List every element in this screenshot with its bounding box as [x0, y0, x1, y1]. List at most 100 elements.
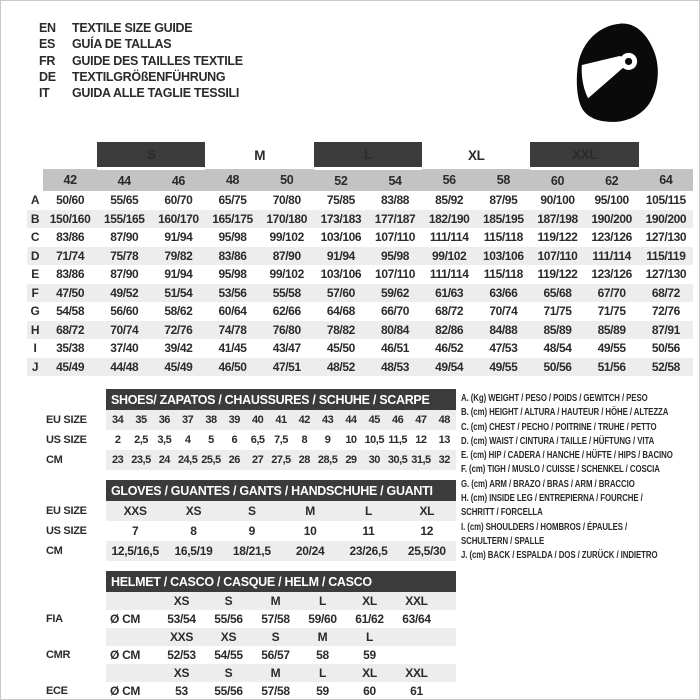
measure-value: 103/106 — [320, 230, 362, 245]
measure-row-f: F 47/50 49/52 51/54 53/56 55/58 57/60 59/62 61/6… — [27, 283, 693, 302]
cell: 38 — [205, 414, 217, 426]
measure-value: 44/48 — [97, 357, 152, 376]
measure-value: 84/88 — [476, 320, 531, 339]
measure-value: 190/200 — [584, 209, 639, 228]
size-col-50: 50 — [259, 168, 314, 191]
main-size-table: S M L XL XXL 42 44 46 48 50 52 54 56 58 60 62 64 A 50/60 55… — [27, 142, 693, 376]
measure-value: 115/118 — [483, 230, 524, 245]
measure-row-h: H 68/72 70/74 72/76 74/78 76/80 78/82 80/84 82/8… — [27, 320, 693, 339]
cell: 9 — [248, 524, 256, 538]
size-col-46: 46 — [151, 168, 206, 191]
cell: 59 — [316, 684, 329, 698]
measure-value: 51/56 — [584, 357, 639, 376]
shoes-table-header: SHOES/ ZAPATOS / CHAUSSURES / SCHUHE / S… — [106, 389, 456, 410]
measure-value: 85/89 — [530, 320, 585, 339]
cell: 30 — [368, 454, 381, 466]
cell: 39 — [228, 414, 241, 426]
cell: 40 — [252, 414, 264, 426]
table-row: EU SIZE 34 35 36 37 38 39 40 41 42 43 44 45 46 47 48 — [30, 410, 456, 430]
cell: 36 — [158, 414, 171, 426]
measure-value: 47/51 — [259, 357, 314, 376]
measure-value: 95/98 — [367, 246, 423, 265]
racing-helmet-icon — [576, 23, 658, 122]
cell: XL — [419, 504, 435, 518]
measure-value: 127/130 — [645, 230, 687, 245]
legend-line: F. (cm) TIGH / MUSLO / CUISSE / SCHENKEL… — [461, 464, 660, 476]
cell: 34 — [112, 414, 124, 426]
cell: 24 — [158, 454, 171, 466]
cell: 4 — [184, 434, 191, 446]
size-row-spacer — [27, 168, 43, 191]
cell: 24,5 — [177, 454, 198, 466]
cell: 60 — [363, 684, 376, 698]
row-cells: 23 23,5 24 24,5 25,5 26 27 27,5 28 28,5 29 30 30,5 31… — [106, 450, 456, 470]
cell: 43 — [321, 414, 334, 426]
measure-value: 60/64 — [218, 304, 247, 319]
row-label: US SIZE — [46, 525, 87, 537]
language-code: DE — [39, 70, 56, 85]
cell: 63/64 — [402, 612, 431, 626]
legend-item: H. (cm) INSIDE LEG / ENTREPIERNA / FOURC… — [461, 492, 699, 521]
measure-row-d: D 71/74 75/78 79/82 83/86 87/90 91/94 95/98 99/1… — [27, 246, 693, 265]
legend-item: F. (cm) TIGH / MUSLO / CUISSE / SCHENKEL… — [461, 463, 699, 477]
measure-value: 70/74 — [97, 320, 152, 339]
legend-line: H. (cm) INSIDE LEG / ENTREPIERNA / FOURC… — [461, 493, 643, 505]
measure-value: 123/126 — [591, 230, 632, 245]
size-group-l: L — [313, 142, 423, 170]
table-row: EU SIZE XXS XS S M L XL — [30, 501, 456, 521]
measure-value: 82/86 — [422, 320, 477, 339]
legend-line: E. (cm) HIP / CADERA / HANCHE / HÜFTE / … — [461, 450, 673, 462]
measure-value: 75/78 — [97, 246, 152, 265]
measure-value: 83/86 — [56, 230, 85, 245]
row-cells: 34 35 36 37 38 39 40 41 42 43 44 45 46 47 48 — [106, 410, 456, 430]
row-label: F — [27, 283, 43, 302]
legend-item: B. (cm) HEIGHT / ALTURA / HAUTEUR / HÖHE… — [461, 406, 699, 420]
measure-value: 177/187 — [367, 209, 423, 228]
measure-value: 105/115 — [645, 193, 686, 208]
row-label: C — [30, 230, 40, 245]
measure-value: 155/165 — [97, 209, 152, 228]
row-label: EU SIZE — [46, 505, 87, 517]
legend-line: A. (Kg) WEIGHT / PESO / POIDS / GEWITCH … — [461, 393, 648, 404]
cell: 9 — [324, 434, 331, 446]
row-label: A — [30, 193, 40, 208]
cell: 26 — [228, 454, 241, 466]
size-group-xl: XL — [468, 147, 485, 163]
table-row: CM 12,5/16,5 16,5/19 18/21,5 20/24 23/26,5 25,… — [30, 541, 456, 561]
measure-value: 52/58 — [638, 357, 693, 376]
measure-value: 60/70 — [164, 193, 193, 208]
measure-value: 115/118 — [483, 267, 524, 282]
legend-item: I. (cm) SHOULDERS / HOMBROS / ÉPAULES / S… — [461, 521, 699, 550]
legend-item: E. (cm) HIP / CADERA / HANCHE / HÜFTE / … — [461, 449, 699, 463]
cell: 56/57 — [261, 648, 290, 662]
cell: 53/54 — [167, 612, 196, 626]
cell: 27 — [252, 454, 264, 466]
cell: 35 — [135, 414, 147, 426]
language-row: IT GUIDA ALLE TAGLIE TESSILI — [39, 85, 243, 101]
cell: 12 — [420, 524, 434, 538]
size-col-64: 64 — [638, 168, 693, 191]
language-title: GUÍA DE TALLAS — [72, 37, 172, 52]
row-label: EU SIZE — [46, 414, 87, 426]
cell: 2 — [114, 434, 121, 446]
language-title: GUIDA ALLE TAGLIE TESSILI — [72, 86, 240, 101]
helmet-value-row-fia: FIA Ø CM 53/54 55/56 57/58 59/60 61/62 63/64 — [30, 610, 456, 628]
shoes-table-rows: EU SIZE 34 35 36 37 38 39 40 41 42 43 44 45 46 47 48 US … — [30, 410, 456, 470]
gloves-table: GLOVES / GUANTES / GANTS / HANDSCHUHE / … — [30, 480, 456, 561]
measure-value: 91/94 — [313, 246, 368, 265]
legend-line: SCHULTERN / SPALLE — [461, 535, 545, 547]
measure-value: 71/74 — [43, 246, 98, 265]
measure-value: 85/89 — [584, 320, 639, 339]
measure-value: 58/62 — [164, 304, 193, 319]
measure-value: 45/49 — [151, 357, 206, 376]
measure-value: 123/126 — [591, 267, 632, 282]
cell: 3,5 — [157, 434, 172, 446]
cell: 10 — [345, 434, 357, 446]
cell: 61 — [410, 684, 423, 698]
cell: 10,5 — [364, 434, 385, 446]
main-size-table-body: S M L XL XXL 42 44 46 48 50 52 54 56 58 60 62 64 A 50/60 55… — [27, 142, 693, 376]
measure-value: 46/50 — [205, 357, 260, 376]
measure-value: 75/85 — [326, 193, 355, 208]
language-title-block: EN TEXTILE SIZE GUIDE ES GUÍA DE TALLAS … — [39, 20, 243, 101]
